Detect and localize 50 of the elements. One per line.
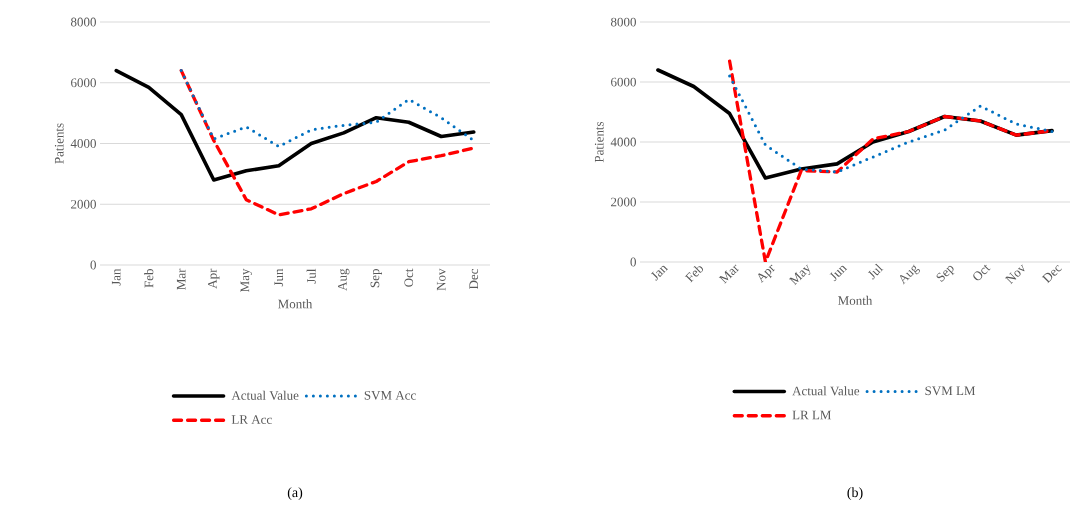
x-tick-label: May [240,268,252,292]
x-tick-label: Aug [338,268,350,291]
x-tick-label: Jun [829,265,848,282]
x-tick-label: Apr [758,264,775,284]
y-tick-label: 0 [630,257,636,267]
line-series [728,74,1054,174]
x-tick-label: Jan [650,265,669,281]
y-axis-title: Patients [54,123,64,164]
x-tick-label: May [788,264,811,286]
x-tick-label: Mar [176,268,186,290]
line-series [114,68,476,182]
legend-label: Actual Value [231,390,299,400]
line-series [179,69,476,149]
y-axis-title: Patients [594,121,604,163]
x-tick-label: Aug [899,264,920,285]
x-tick-label: Dec [1041,264,1062,284]
y-tick-label: 2000 [611,197,636,207]
x-tick-label: Feb [684,265,704,283]
x-tick-label: Jan [111,268,121,286]
y-tick-label: 8000 [70,17,96,27]
x-tick-label: Oct [404,268,414,287]
y-tick-label: 6000 [611,77,636,87]
y-tick-label: 0 [90,260,96,270]
x-tick-label: Mar [718,264,739,284]
x-tick-label: Jun [274,268,284,287]
x-tick-label: Jul [867,263,884,280]
x-tick-label: Nov [436,268,446,291]
text: (b) [847,487,863,500]
x-axis-title: Month [278,299,313,309]
y-tick-label: 2000 [71,199,96,209]
legend-label: LR Acc [231,415,272,424]
x-tick-label: Oct [973,264,991,281]
x-tick-label: Nov [1004,264,1025,285]
legend-label: Actual Value [792,386,860,396]
x-tick-label: Apr [208,268,220,289]
line-series [179,68,476,217]
x-tick-label: Feb [144,269,154,288]
y-tick-label: 4000 [70,139,96,148]
x-tick-label: Sep [370,269,382,288]
y-tick-label: 6000 [71,78,96,88]
legend-label: SVM LM [925,386,976,396]
legend-label: LR LM [792,410,832,420]
x-tick-label: Jul [306,268,316,284]
x-tick-label: Dec [469,268,479,290]
text: (a) [287,487,303,500]
legend-label: SVM Acc [364,390,416,400]
y-tick-label: 4000 [610,137,636,147]
x-axis-title: Month [838,295,873,305]
y-tick-label: 8000 [610,17,636,27]
x-tick-label: Sep [936,265,955,282]
